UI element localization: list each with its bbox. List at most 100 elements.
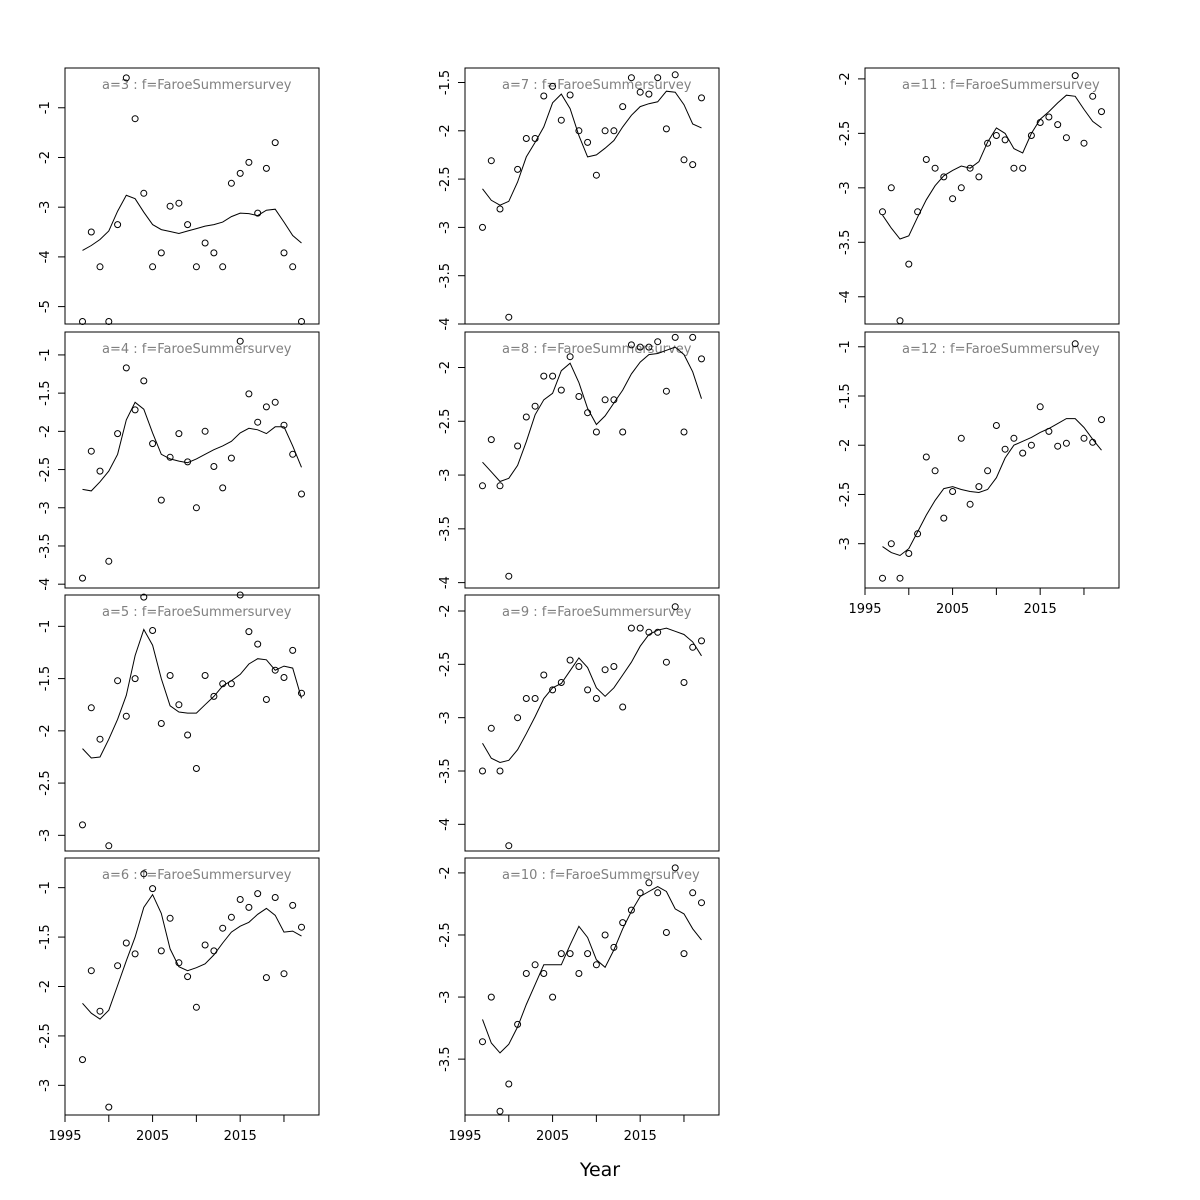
x-tick-label: 2005 (136, 1129, 169, 1144)
observed-point (698, 94, 705, 102)
observed-point (896, 317, 904, 325)
observed-point (79, 1056, 86, 1064)
observed-point (689, 643, 697, 651)
y-tick-label: -1 (38, 101, 53, 114)
observed-point (105, 842, 113, 850)
y-tick-label: -2.5 (438, 409, 453, 434)
observed-point (619, 703, 627, 711)
observed-point (496, 482, 504, 490)
x-tick-label: 2015 (624, 1129, 657, 1144)
panel-frame (464, 67, 720, 325)
y-tick-label: -5 (38, 300, 53, 313)
observed-point (192, 504, 200, 512)
y-tick-label: -3.5 (438, 1046, 453, 1071)
y-tick-label: -3 (38, 1079, 53, 1092)
observed-point (531, 695, 539, 702)
observed-point (271, 666, 279, 674)
observed-point (105, 318, 113, 325)
observed-point (557, 950, 565, 958)
fitted-line (82, 628, 302, 759)
panel-title: a=9 : f=FaroeSummersurvey (502, 605, 692, 620)
observed-point (619, 103, 627, 111)
observed-point (584, 686, 592, 694)
x-tick-label: 2015 (1024, 602, 1057, 617)
observed-point (505, 1080, 513, 1088)
y-tick-label: -1.5 (38, 380, 53, 405)
observed-point (140, 870, 148, 878)
y-tick-label: -2 (38, 151, 53, 164)
observed-point (271, 398, 279, 406)
observed-point (584, 950, 592, 958)
y-tick-label: -2.5 (38, 457, 53, 482)
y-tick-label: -1.5 (38, 924, 53, 949)
observed-point (549, 686, 557, 694)
observed-point (105, 1103, 113, 1111)
y-tick-label: -3.5 (38, 533, 53, 558)
observed-point (1045, 113, 1053, 121)
observed-point (280, 970, 288, 978)
observed-point (184, 973, 192, 981)
observed-point (984, 467, 992, 475)
observed-point (601, 127, 609, 135)
observed-point (96, 1007, 104, 1015)
observed-point (514, 165, 522, 173)
y-tick-label: -3 (38, 829, 53, 842)
observed-point (219, 924, 227, 932)
observed-point (654, 338, 662, 346)
panel-frame (64, 331, 320, 589)
observed-point (254, 209, 262, 217)
observed-point (522, 135, 530, 142)
observed-point (566, 91, 574, 99)
y-tick-label: -1.5 (38, 666, 53, 691)
y-tick-label: -1 (38, 881, 53, 894)
panel-9: a=11 : f=FaroeSummersurvey -4 -3.5 -3 -2.5 -2 (838, 67, 1120, 325)
fitted-line (482, 346, 702, 483)
panel-title: a=4 : f=FaroeSummersurvey (102, 342, 292, 357)
observed-point (166, 202, 174, 210)
observed-point (192, 765, 200, 772)
observed-point (540, 92, 548, 100)
observed-point (201, 672, 209, 679)
observed-point (1027, 132, 1035, 139)
y-tick-label: -3.5 (438, 758, 453, 783)
y-tick-label: -3.5 (838, 230, 853, 255)
observed-point (879, 574, 886, 582)
observed-point (940, 173, 948, 181)
observed-point (922, 156, 930, 163)
observed-point (557, 679, 565, 686)
observed-point (254, 418, 262, 426)
observed-point (1089, 92, 1097, 100)
observed-point (522, 970, 530, 977)
observed-point (96, 263, 104, 271)
observed-point (496, 1107, 504, 1115)
observed-point (636, 624, 644, 632)
observed-point (540, 372, 548, 380)
fitted-line (82, 194, 302, 251)
observed-point (114, 221, 122, 229)
observed-point (1098, 416, 1105, 424)
observed-point (662, 658, 670, 666)
observed-point (1054, 121, 1062, 129)
observed-point (227, 179, 235, 187)
observed-point (531, 135, 539, 142)
observed-point (166, 672, 174, 679)
observed-point (175, 701, 183, 709)
y-tick-label: -2 (838, 439, 853, 452)
observed-point (122, 364, 130, 372)
y-tick-label: -2.5 (38, 1023, 53, 1048)
observed-point (157, 496, 165, 504)
observed-point (487, 436, 495, 444)
observed-point (505, 842, 513, 850)
observed-point (184, 458, 192, 466)
panel-8: a=10 : f=FaroeSummersurvey -3.5 -3 -2.5 -2 19… (438, 857, 720, 1144)
fitted-line (82, 401, 302, 492)
observed-point (931, 164, 939, 172)
y-tick-label: -4 (838, 290, 853, 303)
y-tick-label: -2.5 (838, 121, 853, 146)
observed-point (671, 333, 679, 341)
x-tick-label: 1995 (48, 1129, 81, 1144)
observed-point (654, 628, 662, 636)
observed-point (201, 941, 209, 949)
observed-point (262, 696, 270, 703)
observed-point (236, 169, 244, 177)
